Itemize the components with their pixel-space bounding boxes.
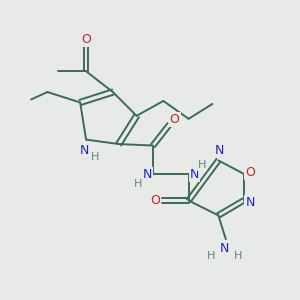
Text: H: H — [91, 152, 99, 162]
Text: N: N — [220, 242, 229, 255]
Text: O: O — [245, 166, 255, 179]
Text: N: N — [80, 143, 89, 157]
Text: N: N — [245, 196, 255, 209]
Text: H: H — [198, 160, 206, 170]
Text: H: H — [134, 179, 142, 189]
Text: H: H — [207, 250, 215, 260]
Text: H: H — [233, 250, 242, 260]
Text: N: N — [190, 168, 199, 181]
Text: N: N — [215, 144, 224, 158]
Text: O: O — [81, 33, 91, 46]
Text: O: O — [170, 113, 180, 126]
Text: O: O — [150, 194, 160, 207]
Text: N: N — [142, 168, 152, 181]
